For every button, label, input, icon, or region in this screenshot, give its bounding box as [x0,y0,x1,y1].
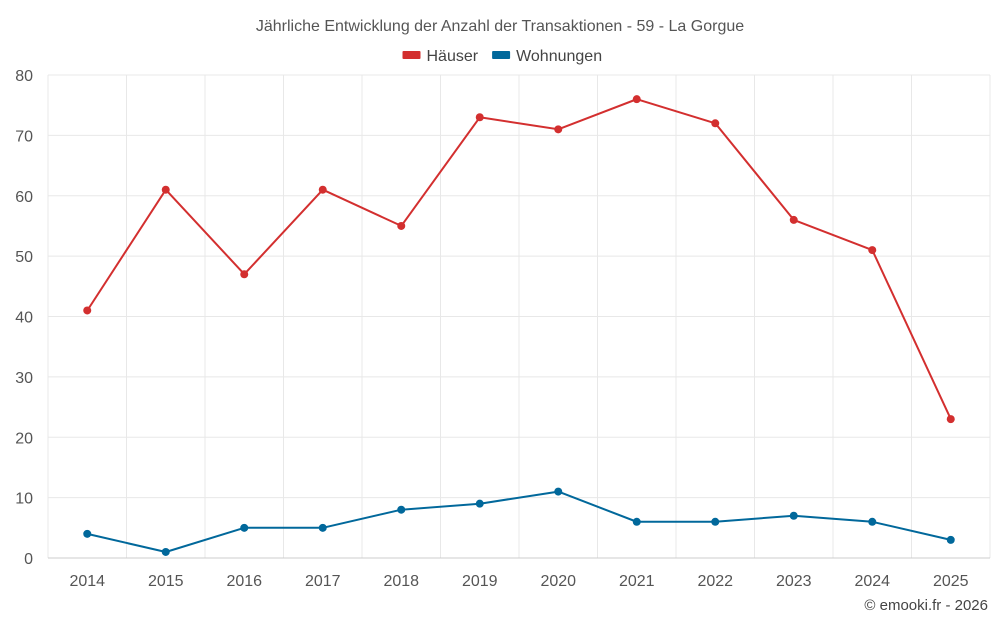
x-tick-label: 2025 [933,573,969,590]
legend: Häuser Wohnungen [402,48,602,65]
data-point-wohnungen[interactable] [868,517,877,526]
chart-title: Jährliche Entwicklung der Anzahl der Tra… [256,18,744,35]
data-point-h-user[interactable] [475,113,484,122]
data-point-h-user[interactable] [868,246,877,255]
x-tick-label: 2016 [226,573,262,590]
data-point-wohnungen[interactable] [83,529,92,538]
data-point-h-user[interactable] [789,215,798,224]
data-point-h-user[interactable] [240,270,249,279]
data-point-wohnungen[interactable] [946,535,955,544]
y-tick-label: 60 [15,189,33,206]
legend-swatch[interactable] [402,51,421,59]
legend-label[interactable]: Wohnungen [516,48,602,65]
series-line-h-user [86,98,952,420]
x-tick-label: 2017 [305,573,341,590]
x-tick-label: 2021 [619,573,655,590]
data-point-h-user[interactable] [711,119,720,128]
y-tick-label: 50 [15,249,33,266]
data-point-h-user[interactable] [632,95,641,104]
y-axis: 0 10 20 30 40 50 60 70 80 [15,68,33,568]
legend-label[interactable]: Häuser [427,48,479,65]
y-tick-label: 40 [15,310,33,327]
series-group [83,95,955,556]
y-tick-label: 0 [24,551,33,568]
data-point-wohnungen[interactable] [240,523,249,532]
x-tick-label: 2015 [148,573,184,590]
data-point-h-user[interactable] [397,221,406,230]
legend-swatch[interactable] [492,51,511,59]
x-tick-label: 2022 [697,573,733,590]
data-point-wohnungen[interactable] [554,487,563,496]
data-point-wohnungen[interactable] [789,511,798,520]
data-point-wohnungen[interactable] [161,547,170,556]
x-tick-label: 2023 [776,573,812,590]
series-line-wohnungen [87,490,952,553]
data-point-h-user[interactable] [554,125,563,134]
y-tick-label: 20 [15,430,33,447]
data-point-wohnungen[interactable] [318,523,327,532]
data-point-wohnungen[interactable] [711,517,720,526]
x-tick-label: 2024 [854,573,890,590]
y-tick-label: 10 [15,491,33,508]
credit-text: © emooki.fr - 2026 [864,597,988,614]
y-tick-label: 70 [15,128,33,145]
data-point-wohnungen[interactable] [632,517,641,526]
y-tick-label: 80 [15,68,33,85]
data-point-h-user[interactable] [946,415,955,424]
data-point-wohnungen[interactable] [475,499,484,508]
y-tick-label: 30 [15,370,33,387]
x-tick-label: 2018 [383,573,419,590]
x-tick-label: 2014 [69,573,105,590]
data-point-h-user[interactable] [318,185,327,194]
data-point-wohnungen[interactable] [397,505,406,514]
x-tick-label: 2019 [462,573,498,590]
x-axis: 2014 2015 2016 2017 2018 2019 2020 2021 2022 2023… [69,573,968,590]
x-tick-label: 2020 [540,573,576,590]
data-point-h-user[interactable] [83,306,92,315]
grid [47,74,991,559]
data-point-h-user[interactable] [161,185,170,194]
